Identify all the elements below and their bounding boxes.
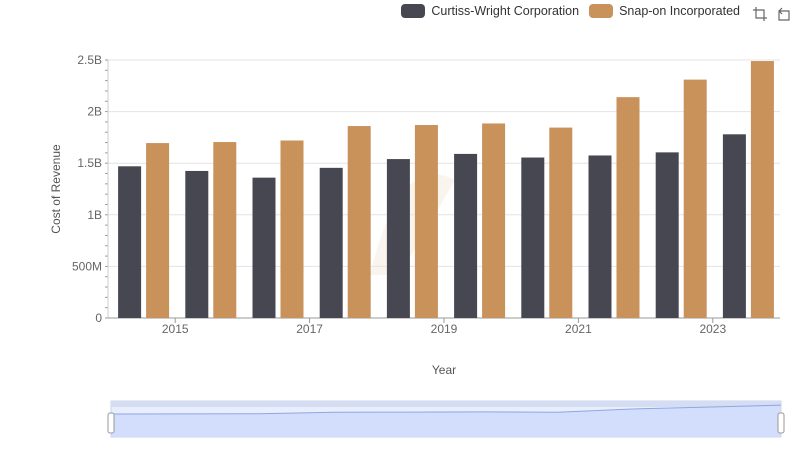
bar-curtiss-wright-2022 (655, 152, 679, 318)
navigator-line (110, 404, 782, 415)
bar-curtiss-wright-2020 (521, 157, 545, 318)
bar-snap-on-2020 (549, 127, 573, 318)
y-tick-label: 500M (72, 259, 102, 273)
legend-item-snap-on[interactable]: Snap-on Incorporated (589, 4, 740, 18)
bar-snap-on-2016 (280, 140, 304, 318)
x-tick-label: 2015 (162, 322, 189, 336)
y-tick-label: 2.5B (77, 53, 102, 67)
x-tick-label: 2019 (431, 322, 458, 336)
legend-swatch-curtiss-wright (401, 4, 426, 18)
y-axis-title: Cost of Revenue (49, 144, 63, 234)
x-tick-label: 2017 (296, 322, 323, 336)
bar-snap-on-2021 (616, 97, 640, 318)
navigator-area (111, 405, 781, 437)
y-tick-label: 2B (87, 105, 102, 119)
bar-snap-on-2023 (750, 61, 774, 318)
bar-snap-on-2017 (347, 126, 371, 318)
bar-snap-on-2022 (683, 79, 707, 318)
bar-curtiss-wright-2023 (722, 134, 746, 318)
bar-snap-on-2018 (414, 125, 438, 319)
legend-label-curtiss-wright: Curtiss-Wright Corporation (431, 4, 580, 18)
legend-swatch-snap-on (589, 4, 614, 18)
crosshair-zoom-icon[interactable] (752, 6, 768, 22)
bar-curtiss-wright-2016 (252, 177, 276, 318)
bar-curtiss-wright-2019 (454, 153, 478, 318)
navigator-handle-right[interactable] (777, 412, 785, 434)
chart-toolbar (744, 6, 792, 22)
bar-curtiss-wright-2018 (386, 159, 410, 318)
legend-item-curtiss-wright[interactable]: Curtiss-Wright Corporation (401, 4, 579, 18)
watermark-logo (370, 174, 455, 275)
y-tick-label: 1.5B (77, 156, 102, 170)
bar-snap-on-2019 (482, 123, 506, 318)
bar-curtiss-wright-2015 (185, 170, 209, 318)
x-tick-label: 2021 (565, 322, 592, 336)
y-tick-label: 0 (95, 311, 102, 325)
legend-label-snap-on: Snap-on Incorporated (619, 4, 740, 18)
bar-snap-on-2014 (146, 143, 170, 318)
bar-snap-on-2015 (213, 142, 237, 318)
bar-curtiss-wright-2017 (319, 167, 343, 318)
x-tick-label: 2023 (699, 322, 726, 336)
bar-curtiss-wright-2021 (588, 155, 612, 318)
x-axis-title: Year (432, 363, 456, 377)
legend: Curtiss-Wright Corporation Snap-on Incor… (391, 4, 740, 18)
bar-curtiss-wright-2014 (118, 166, 142, 318)
navigator-handle-left[interactable] (107, 412, 115, 434)
range-navigator-scrollbar (111, 401, 781, 407)
reset-zoom-icon[interactable] (776, 6, 792, 22)
y-tick-label: 1B (87, 208, 102, 222)
